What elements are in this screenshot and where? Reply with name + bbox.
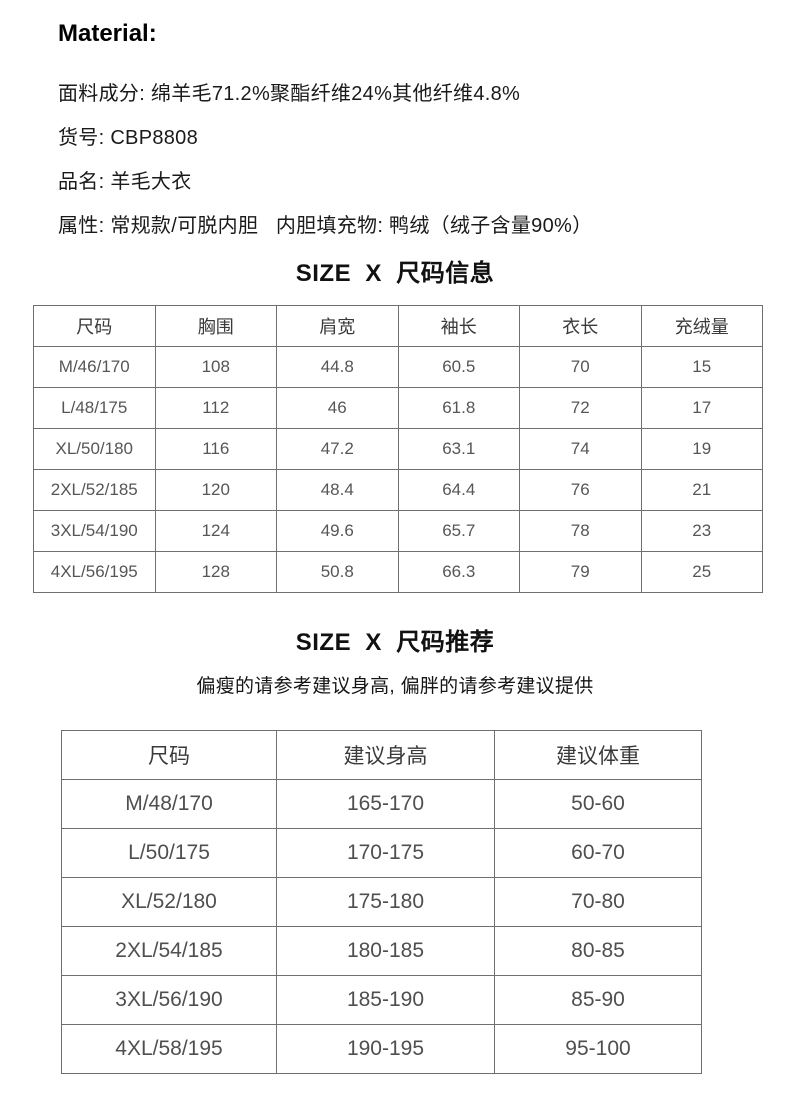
size-info-row: L/48/175 112 46 61.8 72 17 [33,387,763,429]
recommend-row: 3XL/56/190 185-190 85-90 [61,975,702,1025]
size-cell: L/48/175 [33,387,156,429]
size-cell: L/50/175 [61,828,277,878]
chest-cell: 116 [154,428,277,470]
column-header-shoulder: 肩宽 [276,305,399,347]
product-name-line: 品名: 羊毛大衣 [58,171,192,193]
shoulder-cell: 48.4 [276,469,399,511]
size-recommend-table: 尺码 建议身高 建议体重 M/48/170 165-170 50-60 L/50… [61,730,702,1074]
recommend-row: 2XL/54/185 180-185 80-85 [61,926,702,976]
length-cell: 70 [519,346,642,388]
shoulder-cell: 47.2 [276,428,399,470]
sleeve-cell: 65.7 [397,510,520,552]
height-cell: 180-185 [276,926,495,976]
item-number-line: 货号: CBP8808 [58,127,199,149]
recommend-row: XL/52/180 175-180 70-80 [61,877,702,927]
size-cell: M/48/170 [61,779,277,829]
down-fill-cell: 21 [640,469,763,511]
size-info-row: 2XL/52/185 120 48.4 64.4 76 21 [33,469,763,511]
recommend-row: L/50/175 170-175 60-70 [61,828,702,878]
length-cell: 74 [519,428,642,470]
sleeve-cell: 63.1 [397,428,520,470]
chest-cell: 112 [154,387,277,429]
size-info-header-row: 尺码 胸围 肩宽 袖长 衣长 充绒量 [33,305,763,347]
weight-cell: 60-70 [494,828,702,878]
sleeve-cell: 61.8 [397,387,520,429]
size-cell: 2XL/54/185 [61,926,277,976]
size-info-title: SIZE X 尺码信息 [295,260,495,287]
recommend-header-row: 尺码 建议身高 建议体重 [61,730,702,780]
column-header-down-fill: 充绒量 [640,305,763,347]
size-info-row: 4XL/56/195 128 50.8 66.3 79 25 [33,551,763,593]
height-cell: 170-175 [276,828,495,878]
size-cell: XL/50/180 [33,428,156,470]
sleeve-cell: 66.3 [397,551,520,593]
size-recommend-note: 偏瘦的请参考建议身高, 偏胖的请参考建议提供 [196,676,594,697]
size-cell: 3XL/54/190 [33,510,156,552]
size-info-row: XL/50/180 116 47.2 63.1 74 19 [33,428,763,470]
shoulder-cell: 49.6 [276,510,399,552]
column-header-length: 衣长 [519,305,642,347]
sleeve-cell: 60.5 [397,346,520,388]
material-section-title: Material: [58,20,157,47]
size-cell: XL/52/180 [61,877,277,927]
weight-cell: 50-60 [494,779,702,829]
chest-cell: 124 [154,510,277,552]
size-cell: 3XL/56/190 [61,975,277,1025]
down-fill-cell: 15 [640,346,763,388]
length-cell: 72 [519,387,642,429]
weight-cell: 70-80 [494,877,702,927]
column-header-size: 尺码 [61,730,277,780]
column-header-height: 建议身高 [276,730,495,780]
length-cell: 79 [519,551,642,593]
height-cell: 165-170 [276,779,495,829]
height-cell: 190-195 [276,1024,495,1074]
weight-cell: 80-85 [494,926,702,976]
down-fill-cell: 25 [640,551,763,593]
attributes-line: 属性: 常规款/可脱内胆 内胆填充物: 鸭绒（绒子含量90%） [58,215,593,237]
size-cell: M/46/170 [33,346,156,388]
shoulder-cell: 44.8 [276,346,399,388]
down-fill-cell: 23 [640,510,763,552]
weight-cell: 85-90 [494,975,702,1025]
size-info-row: M/46/170 108 44.8 60.5 70 15 [33,346,763,388]
size-cell: 2XL/52/185 [33,469,156,511]
recommend-row: M/48/170 165-170 50-60 [61,779,702,829]
recommend-row: 4XL/58/195 190-195 95-100 [61,1024,702,1074]
shoulder-cell: 46 [276,387,399,429]
fabric-composition-line: 面料成分: 绵羊毛71.2%聚酯纤维24%其他纤维4.8% [58,83,521,105]
down-fill-cell: 19 [640,428,763,470]
size-cell: 4XL/56/195 [33,551,156,593]
length-cell: 78 [519,510,642,552]
column-header-sleeve: 袖长 [397,305,520,347]
size-info-table: 尺码 胸围 肩宽 袖长 衣长 充绒量 M/46/170 108 44.8 60.… [33,305,763,593]
length-cell: 76 [519,469,642,511]
size-recommend-title: SIZE X 尺码推荐 [295,629,495,656]
shoulder-cell: 50.8 [276,551,399,593]
size-cell: 4XL/58/195 [61,1024,277,1074]
chest-cell: 128 [154,551,277,593]
chest-cell: 108 [154,346,277,388]
weight-cell: 95-100 [494,1024,702,1074]
column-header-chest: 胸围 [154,305,277,347]
size-info-row: 3XL/54/190 124 49.6 65.7 78 23 [33,510,763,552]
height-cell: 175-180 [276,877,495,927]
down-fill-cell: 17 [640,387,763,429]
height-cell: 185-190 [276,975,495,1025]
chest-cell: 120 [154,469,277,511]
column-header-weight: 建议体重 [494,730,702,780]
sleeve-cell: 64.4 [397,469,520,511]
column-header-size: 尺码 [33,305,156,347]
